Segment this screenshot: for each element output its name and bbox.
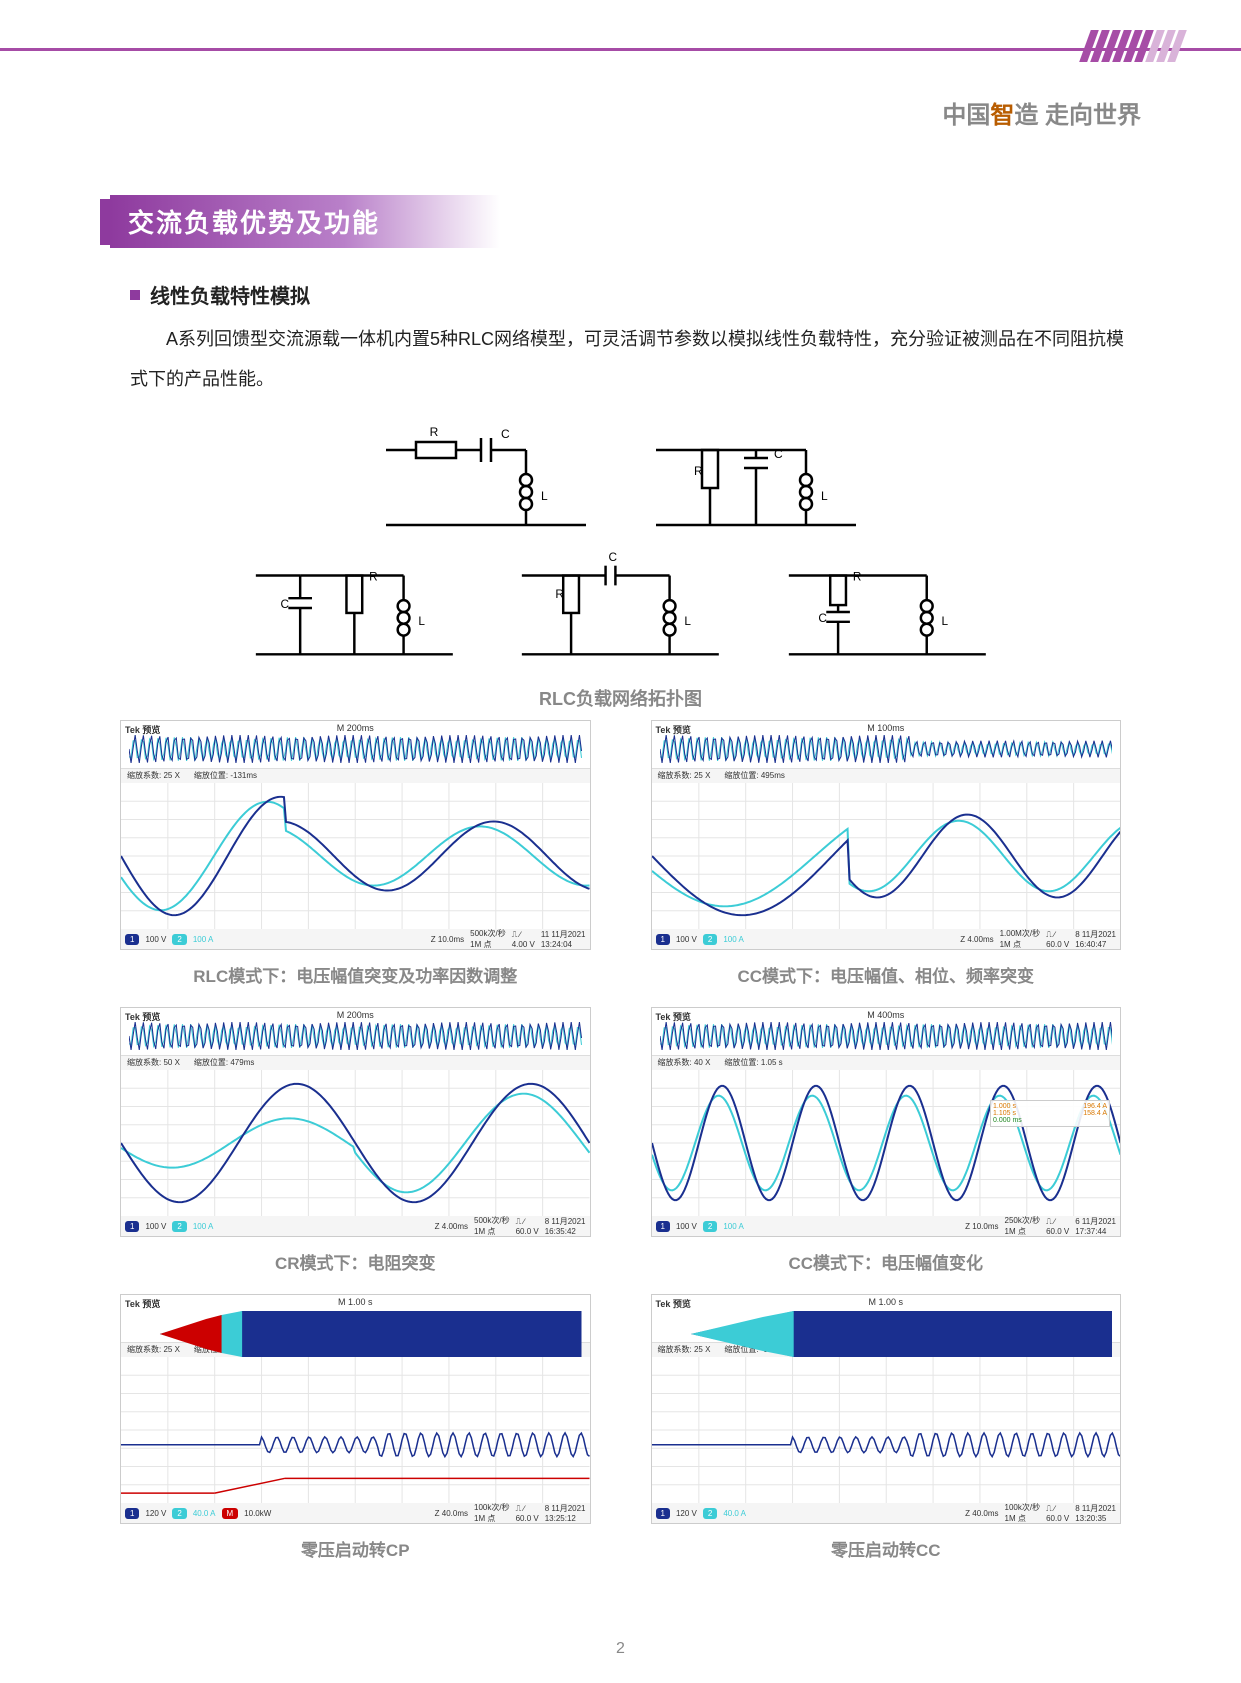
measurement-box: 1.000 s196.4 A1.105 s158.4 A0.000 ms [990,1100,1110,1127]
subsection-title: 线性负载特性模拟 [150,280,310,309]
scope-caption-2: CR模式下：电阻突变 [120,1249,591,1274]
scope-waveform [121,783,590,929]
slogan-pre: 中国 [942,102,990,129]
scope-caption-1: CC模式下：电压幅值、相位、频率突变 [651,962,1122,987]
svg-text:C: C [818,611,827,625]
svg-text:L: L [418,614,425,628]
slogan-post: 造 走向世界 [1014,102,1141,129]
scope-waveform [121,1357,590,1503]
circuit-2: R C L [646,420,866,540]
body-paragraph: A系列回馈型交流源载一体机内置5种RLC网络模型，可灵活调节参数以模拟线性负载特… [130,320,1141,399]
bullet-icon [130,290,140,300]
scope-waveform [652,783,1121,929]
scope-info-bar: 缩放系数: 50 X缩放位置: 479ms [121,1056,590,1070]
scope-grid: Tek 预览 M 200ms 缩放系数: 25 X缩放位置: -131ms 11… [120,720,1121,1561]
oscilloscope-1: Tek 预览 M 100ms 缩放系数: 25 X缩放位置: 495ms 110… [651,720,1122,950]
section-bar [100,199,110,245]
svg-text:C: C [280,597,289,611]
scope-top-strip: Tek 预览 M 1.00 s [652,1295,1121,1343]
scope-top-strip: Tek 预览 M 100ms [652,721,1121,769]
scope-footer: 1120 V 240.0 A Z 40.0ms 100k次/秒1M 点 ⎍ ∕6… [652,1503,1121,1523]
circuit-diagrams: R C L R [246,420,996,711]
scope-footer: 1100 V 2100 A Z 10.0ms 500k次/秒1M 点 ⎍ ∕4.… [121,929,590,949]
scope-waveform [652,1357,1121,1503]
svg-text:L: L [685,614,692,628]
scope-cell-1: Tek 预览 M 100ms 缩放系数: 25 X缩放位置: 495ms 110… [651,720,1122,987]
oscilloscope-0: Tek 预览 M 200ms 缩放系数: 25 X缩放位置: -131ms 11… [120,720,591,950]
scope-top-strip: Tek 预览 M 200ms [121,721,590,769]
scope-top-strip: Tek 预览 M 1.00 s [121,1295,590,1343]
scope-waveform: 1.000 s196.4 A1.105 s158.4 A0.000 ms [652,1070,1121,1216]
scope-cell-4: Tek 预览 M 1.00 s 缩放系数: 25 X缩放位置: -720ms 1… [120,1294,591,1561]
page-number: 2 [616,1640,625,1658]
svg-text:C: C [609,550,618,564]
scope-cell-2: Tek 预览 M 200ms 缩放系数: 50 X缩放位置: 479ms 110… [120,1007,591,1274]
header-slogan: 中国智造 走向世界 [942,95,1141,130]
scope-caption-5: 零压启动转CC [651,1536,1122,1561]
svg-text:L: L [941,614,948,628]
slogan-highlight: 智 [990,102,1014,129]
section-title-wrap: 交流负载优势及功能 [100,195,1141,248]
scope-footer: 1100 V 2100 A Z 4.00ms 500k次/秒1M 点 ⎍ ∕60… [121,1216,590,1236]
circuit-4: R C L [512,550,729,670]
scope-top-strip: Tek 预览 M 400ms [652,1008,1121,1056]
scope-caption-3: CC模式下：电压幅值变化 [651,1249,1122,1274]
scope-caption-4: 零压启动转CP [120,1536,591,1561]
scope-top-strip: Tek 预览 M 200ms [121,1008,590,1056]
banner-line [0,48,1241,51]
svg-text:C: C [501,427,510,441]
oscilloscope-3: Tek 预览 M 400ms 缩放系数: 40 X缩放位置: 1.05 s 1.… [651,1007,1122,1237]
scope-footer: 1120 V 240.0 A M10.0kW Z 40.0ms 100k次/秒1… [121,1503,590,1523]
svg-text:R: R [429,425,438,439]
scope-cell-0: Tek 预览 M 200ms 缩放系数: 25 X缩放位置: -131ms 11… [120,720,591,987]
svg-text:L: L [821,489,828,503]
oscilloscope-5: Tek 预览 M 1.00 s 缩放系数: 25 X缩放位置: -92.0ms … [651,1294,1122,1524]
oscilloscope-2: Tek 预览 M 200ms 缩放系数: 50 X缩放位置: 479ms 110… [120,1007,591,1237]
scope-info-bar: 缩放系数: 40 X缩放位置: 1.05 s [652,1056,1121,1070]
scope-info-bar: 缩放系数: 25 X缩放位置: -131ms [121,769,590,783]
scope-waveform [121,1070,590,1216]
subsection: 线性负载特性模拟 [130,280,310,309]
scope-info-bar: 缩放系数: 25 X缩放位置: 495ms [652,769,1121,783]
scope-cell-5: Tek 预览 M 1.00 s 缩放系数: 25 X缩放位置: -92.0ms … [651,1294,1122,1561]
circuit-caption: RLC负载网络拓扑图 [246,685,996,711]
circuit-5: R C L [779,550,996,670]
section-title: 交流负载优势及功能 [110,195,500,248]
svg-text:L: L [541,489,548,503]
scope-footer: 1100 V 2100 A Z 10.0ms 250k次/秒1M 点 ⎍ ∕60… [652,1216,1121,1236]
circuit-3: C R L [246,550,463,670]
svg-text:R: R [556,587,565,601]
oscilloscope-4: Tek 预览 M 1.00 s 缩放系数: 25 X缩放位置: -720ms 1… [120,1294,591,1524]
svg-text:R: R [694,464,703,478]
banner-stripes [1085,30,1181,62]
scope-caption-0: RLC模式下：电压幅值突变及功率因数调整 [120,962,591,987]
top-banner [0,30,1241,62]
scope-footer: 1100 V 2100 A Z 4.00ms 1.00M次/秒1M 点 ⎍ ∕6… [652,929,1121,949]
circuit-1: R C L [376,420,596,540]
scope-cell-3: Tek 预览 M 400ms 缩放系数: 40 X缩放位置: 1.05 s 1.… [651,1007,1122,1274]
